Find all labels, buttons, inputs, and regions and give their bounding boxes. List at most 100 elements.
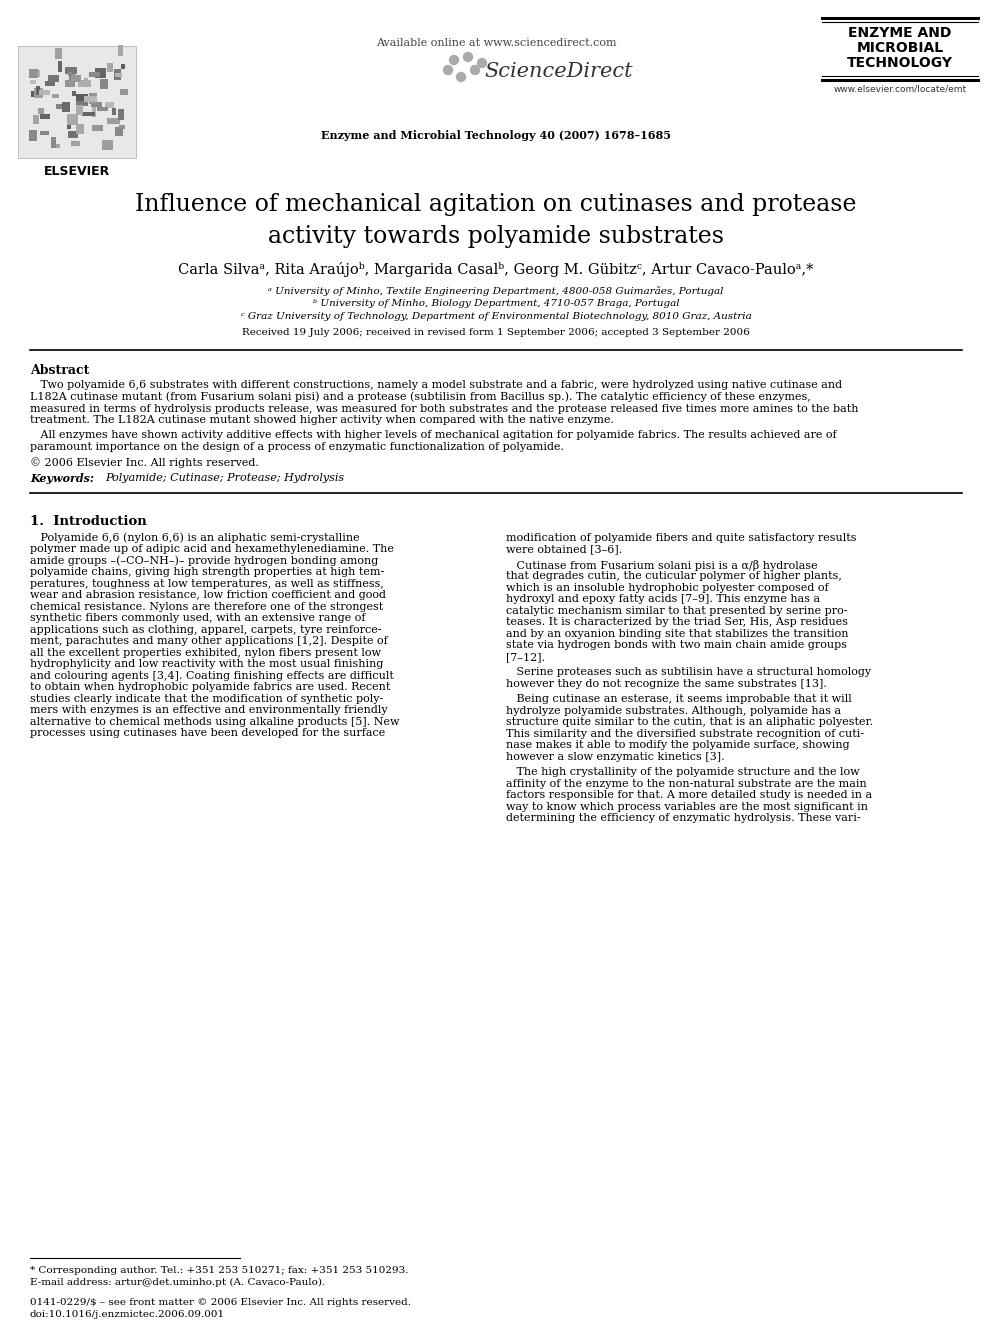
Text: © 2006 Elsevier Inc. All rights reserved.: © 2006 Elsevier Inc. All rights reserved… <box>30 456 259 467</box>
Text: ᶜ Graz University of Technology, Department of Environmental Biotechnology, 8010: ᶜ Graz University of Technology, Departm… <box>241 312 751 321</box>
Text: ᵃ University of Minho, Textile Engineering Department, 4800-058 Guimarães, Portu: ᵃ University of Minho, Textile Engineeri… <box>268 286 724 296</box>
Text: * Corresponding author. Tel.: +351 253 510271; fax: +351 253 510293.: * Corresponding author. Tel.: +351 253 5… <box>30 1266 409 1275</box>
Text: Received 19 July 2006; received in revised form 1 September 2006; accepted 3 Sep: Received 19 July 2006; received in revis… <box>242 328 750 337</box>
Bar <box>38 108 44 114</box>
Text: that degrades cutin, the cuticular polymer of higher plants,: that degrades cutin, the cuticular polym… <box>506 572 842 581</box>
Text: L182A cutinase mutant (from Fusarium solani pisi) and a protease (subtilisin fro: L182A cutinase mutant (from Fusarium sol… <box>30 392 810 402</box>
Bar <box>114 69 121 79</box>
Text: and colouring agents [3,4]. Coating finishing effects are difficult: and colouring agents [3,4]. Coating fini… <box>30 671 394 681</box>
Text: structure quite similar to the cutin, that is an aliphatic polyester.: structure quite similar to the cutin, th… <box>506 717 873 728</box>
Text: nase makes it able to modify the polyamide surface, showing: nase makes it able to modify the polyami… <box>506 741 849 750</box>
Circle shape <box>477 58 486 67</box>
Text: wear and abrasion resistance, low friction coefficient and good: wear and abrasion resistance, low fricti… <box>30 590 386 601</box>
Bar <box>105 102 114 108</box>
Bar <box>120 89 128 95</box>
Text: Being cutinase an esterase, it seems improbable that it will: Being cutinase an esterase, it seems imp… <box>506 695 852 704</box>
Bar <box>40 131 49 135</box>
Circle shape <box>443 66 452 74</box>
Text: state via hydrogen bonds with two main chain amide groups: state via hydrogen bonds with two main c… <box>506 640 847 651</box>
Text: ELSEVIER: ELSEVIER <box>44 165 110 179</box>
Text: ENZYME AND: ENZYME AND <box>848 26 951 40</box>
Text: Keywords:: Keywords: <box>30 472 94 484</box>
Bar <box>115 127 123 136</box>
Bar <box>39 90 50 95</box>
Bar <box>97 107 108 111</box>
Text: Available online at www.sciencedirect.com: Available online at www.sciencedirect.co… <box>376 38 616 48</box>
Text: peratures, toughness at low temperatures, as well as stiffness,: peratures, toughness at low temperatures… <box>30 578 384 589</box>
Bar <box>30 70 40 77</box>
Bar <box>29 130 37 142</box>
Text: ment, parachutes and many other applications [1,2]. Despite of: ment, parachutes and many other applicat… <box>30 636 388 647</box>
Text: modification of polyamide fibers and quite satisfactory results: modification of polyamide fibers and qui… <box>506 533 856 542</box>
Text: 1.  Introduction: 1. Introduction <box>30 515 147 528</box>
Bar <box>18 46 136 157</box>
Text: amide groups –(–CO–NH–)– provide hydrogen bonding among: amide groups –(–CO–NH–)– provide hydroge… <box>30 556 378 566</box>
Bar <box>89 71 100 77</box>
Text: to obtain when hydrophobic polyamide fabrics are used. Recent: to obtain when hydrophobic polyamide fab… <box>30 683 391 692</box>
Text: Polyamide; Cutinase; Protease; Hydrolysis: Polyamide; Cutinase; Protease; Hydrolysi… <box>105 472 344 483</box>
Text: measured in terms of hydrolysis products release, was measured for both substrat: measured in terms of hydrolysis products… <box>30 404 858 414</box>
Text: ScienceDirect: ScienceDirect <box>484 62 633 81</box>
Text: paramount importance on the design of a process of enzymatic functionalization o: paramount importance on the design of a … <box>30 442 564 452</box>
Bar <box>65 79 75 87</box>
Bar <box>82 112 95 116</box>
Circle shape <box>456 73 465 82</box>
Bar <box>36 86 40 95</box>
Bar <box>30 79 36 83</box>
Text: The high crystallinity of the polyamide structure and the low: The high crystallinity of the polyamide … <box>506 767 860 778</box>
Text: affinity of the enzyme to the non-natural substrate are the main: affinity of the enzyme to the non-natura… <box>506 779 867 789</box>
Text: which is an insoluble hydrophobic polyester composed of: which is an insoluble hydrophobic polyes… <box>506 583 828 593</box>
Bar <box>71 75 81 82</box>
Text: teases. It is characterized by the triad Ser, His, Asp residues: teases. It is characterized by the triad… <box>506 618 848 627</box>
Bar <box>102 140 113 149</box>
Bar <box>95 67 106 78</box>
Text: polymer made up of adipic acid and hexamethylenediamine. The: polymer made up of adipic acid and hexam… <box>30 544 394 554</box>
Text: way to know which process variables are the most significant in: way to know which process variables are … <box>506 802 868 812</box>
Bar <box>33 115 39 124</box>
Text: factors responsible for that. A more detailed study is needed in a: factors responsible for that. A more det… <box>506 790 872 800</box>
Text: mers with enzymes is an effective and environmentally friendly: mers with enzymes is an effective and en… <box>30 705 388 716</box>
Bar <box>55 48 62 60</box>
Bar <box>67 120 71 130</box>
Bar <box>69 74 75 83</box>
Text: Enzyme and Microbial Technology 40 (2007) 1678–1685: Enzyme and Microbial Technology 40 (2007… <box>321 130 671 142</box>
Bar <box>76 94 88 101</box>
Bar <box>89 93 97 105</box>
Bar <box>62 102 70 112</box>
Bar <box>72 91 76 97</box>
Bar <box>76 105 83 115</box>
Bar <box>84 78 88 83</box>
Bar <box>107 64 113 71</box>
Text: MICROBIAL: MICROBIAL <box>856 41 943 56</box>
Text: doi:10.1016/j.enzmictec.2006.09.001: doi:10.1016/j.enzmictec.2006.09.001 <box>30 1310 225 1319</box>
Bar <box>55 144 60 148</box>
Text: chemical resistance. Nylons are therefore one of the strongest: chemical resistance. Nylons are therefor… <box>30 602 383 611</box>
Text: ᵇ University of Minho, Biology Department, 4710-057 Braga, Portugal: ᵇ University of Minho, Biology Departmen… <box>312 299 680 308</box>
Text: Polyamide 6,6 (nylon 6,6) is an aliphatic semi-crystalline: Polyamide 6,6 (nylon 6,6) is an aliphati… <box>30 533 360 544</box>
Bar <box>56 105 69 108</box>
Text: Influence of mechanical agitation on cutinases and protease
activity towards pol: Influence of mechanical agitation on cut… <box>135 193 857 247</box>
Bar <box>45 81 55 86</box>
Bar <box>76 124 84 134</box>
Text: This similarity and the diversified substrate recognition of cuti-: This similarity and the diversified subs… <box>506 729 864 738</box>
Text: polyamide chains, giving high strength properties at high tem-: polyamide chains, giving high strength p… <box>30 568 384 577</box>
Bar <box>78 79 91 87</box>
Text: treatment. The L182A cutinase mutant showed higher activity when compared with t: treatment. The L182A cutinase mutant sho… <box>30 415 614 426</box>
Bar <box>76 101 88 106</box>
Bar <box>115 73 122 77</box>
Circle shape <box>470 66 479 74</box>
Bar <box>67 114 78 124</box>
Bar <box>100 79 108 89</box>
Bar <box>51 138 56 148</box>
Bar <box>107 118 120 124</box>
Bar <box>52 94 59 98</box>
Text: catalytic mechanism similar to that presented by serine pro-: catalytic mechanism similar to that pres… <box>506 606 847 615</box>
Text: 0141-0229/$ – see front matter © 2006 Elsevier Inc. All rights reserved.: 0141-0229/$ – see front matter © 2006 El… <box>30 1298 411 1307</box>
Bar <box>119 124 125 130</box>
Text: Carla Silvaᵃ, Rita Araújoᵇ, Margarida Casalᵇ, Georg M. Gübitzᶜ, Artur Cavaco-Pau: Carla Silvaᵃ, Rita Araújoᵇ, Margarida Ca… <box>179 262 813 277</box>
Text: Serine proteases such as subtilisin have a structural homology: Serine proteases such as subtilisin have… <box>506 667 871 677</box>
Text: Abstract: Abstract <box>30 364 89 377</box>
Text: E-mail address: artur@det.uminho.pt (A. Cavaco-Paulo).: E-mail address: artur@det.uminho.pt (A. … <box>30 1278 325 1287</box>
Text: Two polyamide 6,6 substrates with different constructions, namely a model substr: Two polyamide 6,6 substrates with differ… <box>30 380 842 390</box>
Bar <box>68 71 72 75</box>
